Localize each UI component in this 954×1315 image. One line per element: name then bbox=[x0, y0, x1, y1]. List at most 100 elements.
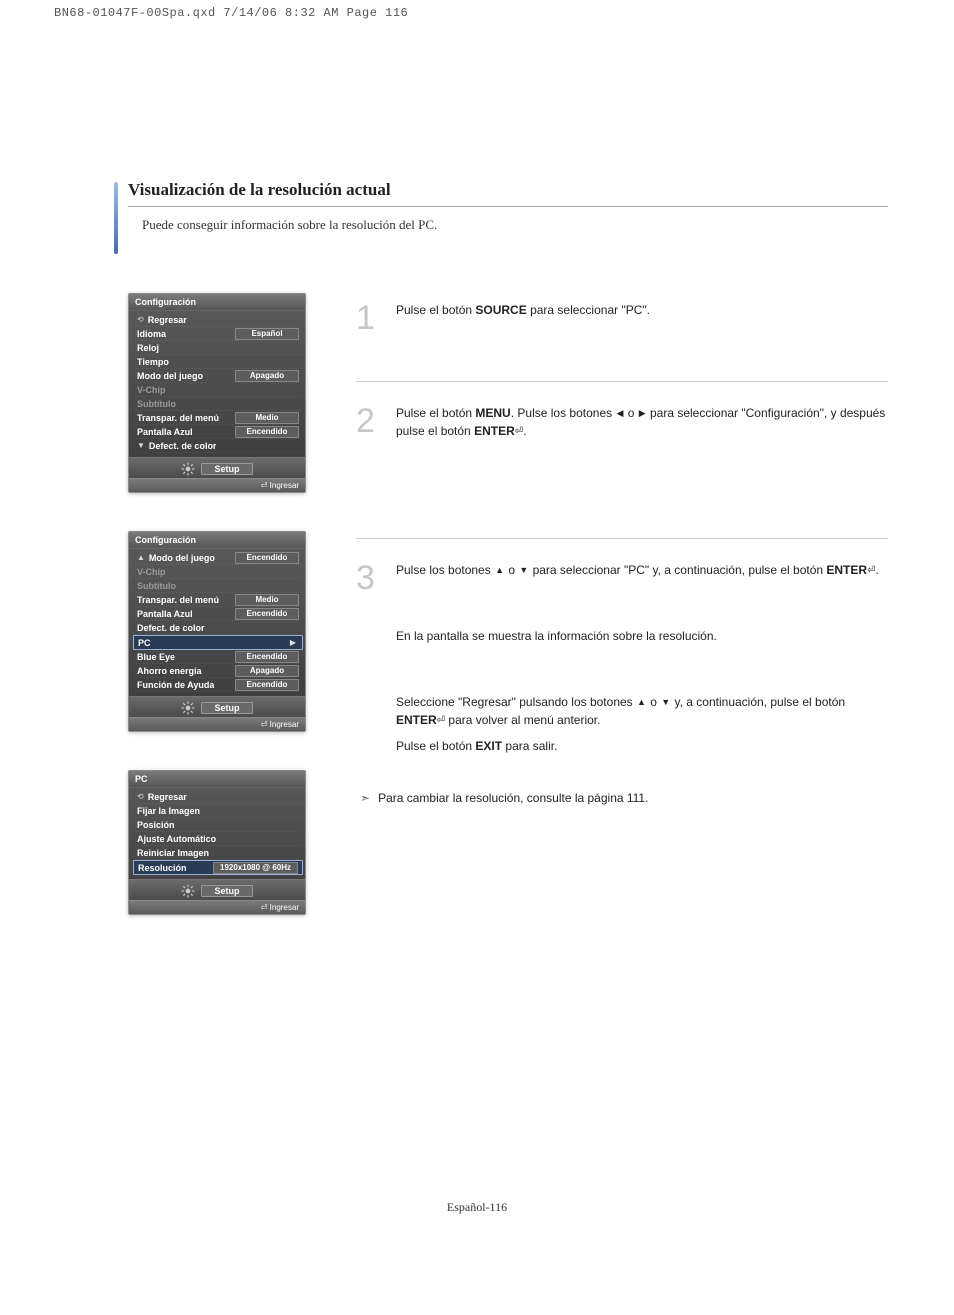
page-footer: Español-116 bbox=[0, 1200, 954, 1215]
osd-row: Transpar. del menúMedio bbox=[135, 411, 301, 425]
osd2-body: ▲Modo del juegoEncendidoV-ChipSubtítuloT… bbox=[129, 549, 305, 696]
return-icon: ⟲ bbox=[137, 315, 144, 324]
osd1-body: ⟲ Regresar Idioma Español Reloj Tiempo Modo de… bbox=[129, 311, 305, 457]
step-body: Pulse el botón MENU. Pulse los botones ◀… bbox=[396, 404, 888, 524]
step-body: Pulse el botón SOURCE para seleccionar "… bbox=[396, 301, 650, 367]
osd-row: Defect. de color bbox=[135, 621, 301, 635]
osd-row-label: Pantalla Azul bbox=[137, 427, 193, 437]
osd-row: Función de Ayuda Encendido bbox=[135, 678, 301, 692]
text: . Pulse los botones bbox=[511, 406, 616, 420]
note: ➣ Para cambiar la resolución, consulte l… bbox=[360, 791, 888, 805]
osd-row-value: 1920x1080 @ 60Hz bbox=[213, 862, 298, 874]
osd-row-label: Reloj bbox=[137, 343, 159, 353]
gear-icon bbox=[181, 462, 195, 476]
osd-row: Subtítulo bbox=[135, 579, 301, 593]
osd-row-value: Apagado bbox=[235, 665, 299, 677]
down-arrow-icon: ▼ bbox=[660, 697, 671, 707]
intro-text: Puede conseguir información sobre la res… bbox=[142, 217, 888, 233]
osd3-body: ⟲RegresarFijar la ImagenPosiciónAjuste A… bbox=[129, 788, 305, 879]
osd-row: ▲Modo del juegoEncendido bbox=[135, 551, 301, 565]
note-text: Para cambiar la resolución, consulte la … bbox=[378, 791, 648, 805]
bold: SOURCE bbox=[475, 303, 526, 317]
text: para volver al menú anterior. bbox=[445, 713, 600, 727]
text: Pulse los botones bbox=[396, 563, 494, 577]
osd-row-label: Subtítulo bbox=[137, 399, 176, 409]
step-number: 3 bbox=[356, 561, 384, 763]
osd-row-value: Apagado bbox=[235, 370, 299, 382]
bold: ENTER bbox=[826, 563, 867, 577]
osd-row: Posición bbox=[135, 818, 301, 832]
osd-row-label: Transpar. del menú bbox=[137, 413, 219, 423]
text: o bbox=[647, 695, 660, 709]
right-arrow-icon: ▶ bbox=[290, 638, 296, 647]
up-arrow-icon: ▲ bbox=[494, 565, 505, 575]
text: para salir. bbox=[502, 739, 557, 753]
osd-row: V-Chip bbox=[135, 383, 301, 397]
osd-menu-3: PC ⟲RegresarFijar la ImagenPosiciónAjust… bbox=[128, 770, 306, 915]
print-header: BN68-01047F-00Spa.qxd 7/14/06 8:32 AM Pa… bbox=[0, 0, 954, 20]
osd-row-label: Regresar bbox=[148, 315, 187, 325]
accent-bar bbox=[114, 182, 118, 254]
osd-row-label: PC bbox=[138, 638, 151, 648]
osd-row-label: Reiniciar Imagen bbox=[137, 848, 209, 858]
step-3: 3 Pulse los botones ▲ o ▼ para seleccion… bbox=[356, 553, 888, 777]
osd1-setup-bar: Setup bbox=[129, 457, 305, 478]
osd-row: Subtítulo bbox=[135, 397, 301, 411]
osd-row-label: V-Chip bbox=[137, 385, 166, 395]
up-arrow-icon: ▲ bbox=[137, 553, 145, 562]
osd-row: V-Chip bbox=[135, 565, 301, 579]
setup-label: Setup bbox=[201, 702, 252, 714]
osd-row-value: Encendido bbox=[235, 608, 299, 620]
up-arrow-icon: ▲ bbox=[636, 697, 647, 707]
osd-row-label: Defect. de color bbox=[137, 623, 205, 633]
osd-row-label: V-Chip bbox=[137, 567, 166, 577]
osd-row-label: Defect. de color bbox=[149, 441, 217, 451]
page-title: Visualización de la resolución actual bbox=[128, 180, 391, 200]
osd-row-value: Español bbox=[235, 328, 299, 340]
text: para seleccionar "PC" y, a continuación,… bbox=[529, 563, 826, 577]
right-arrow-icon: ▶ bbox=[638, 408, 647, 418]
enter-icon: ⏎ bbox=[437, 715, 445, 726]
osd-row-label: Ajuste Automático bbox=[137, 834, 216, 844]
osd-row: Pantalla AzulEncendido bbox=[135, 425, 301, 439]
osd-row-label: Idioma bbox=[137, 329, 166, 339]
down-arrow-icon: ▼ bbox=[137, 441, 145, 450]
osd-row: Pantalla Azul Encendido bbox=[135, 607, 301, 621]
ingresar-label: Ingresar bbox=[270, 720, 299, 729]
osd-row: Idioma Español bbox=[135, 327, 301, 341]
osd-row: Reiniciar Imagen bbox=[135, 846, 301, 860]
osd-row-value: Encendido bbox=[235, 552, 299, 564]
osd2-ingresar: ⏎ Ingresar bbox=[129, 717, 305, 731]
text: o bbox=[624, 406, 637, 420]
text: . bbox=[875, 563, 878, 577]
osd-row-value: Encendido bbox=[235, 679, 299, 691]
osd-row: ▼ Defect. de color bbox=[135, 439, 301, 453]
text: . bbox=[523, 424, 526, 438]
setup-label: Setup bbox=[201, 463, 252, 475]
osd-row-label: Modo del juego bbox=[137, 371, 203, 381]
osd-row-label: Tiempo bbox=[137, 357, 169, 367]
osd-row: Tiempo bbox=[135, 355, 301, 369]
enter-icon: ⏎ bbox=[515, 426, 523, 437]
osd-row-label: Fijar la Imagen bbox=[137, 806, 200, 816]
note-bullet-icon: ➣ bbox=[360, 791, 370, 805]
osd-row-label: Regresar bbox=[148, 792, 187, 802]
gear-icon bbox=[181, 884, 195, 898]
osd2-title: Configuración bbox=[129, 532, 305, 549]
osd-row-label: Pantalla Azul bbox=[137, 609, 193, 619]
text: Seleccione "Regresar" pulsando los boton… bbox=[396, 695, 636, 709]
osd-row: PC ▶ bbox=[133, 635, 303, 650]
screenshots-column: Configuración ⟲ Regresar Idioma Español Relo… bbox=[128, 293, 328, 953]
osd-menu-1: Configuración ⟲RegresarIdiomaEspañolRelo… bbox=[128, 293, 306, 493]
text: Pulse el botón bbox=[396, 739, 475, 753]
osd-row-label: Función de Ayuda bbox=[137, 680, 214, 690]
osd-row: Blue EyeEncendido bbox=[135, 650, 301, 664]
ingresar-label: Ingresar bbox=[270, 903, 299, 912]
gear-icon bbox=[181, 701, 195, 715]
text: Pulse el botón bbox=[396, 303, 475, 317]
osd2-setup-bar: Setup bbox=[129, 696, 305, 717]
down-arrow-icon: ▼ bbox=[518, 565, 529, 575]
osd-row: Resolución1920x1080 @ 60Hz bbox=[133, 860, 303, 875]
osd1-ingresar: ⏎ Ingresar bbox=[129, 478, 305, 492]
two-column-layout: Configuración ⟲ Regresar Idioma Español Relo… bbox=[128, 293, 888, 953]
